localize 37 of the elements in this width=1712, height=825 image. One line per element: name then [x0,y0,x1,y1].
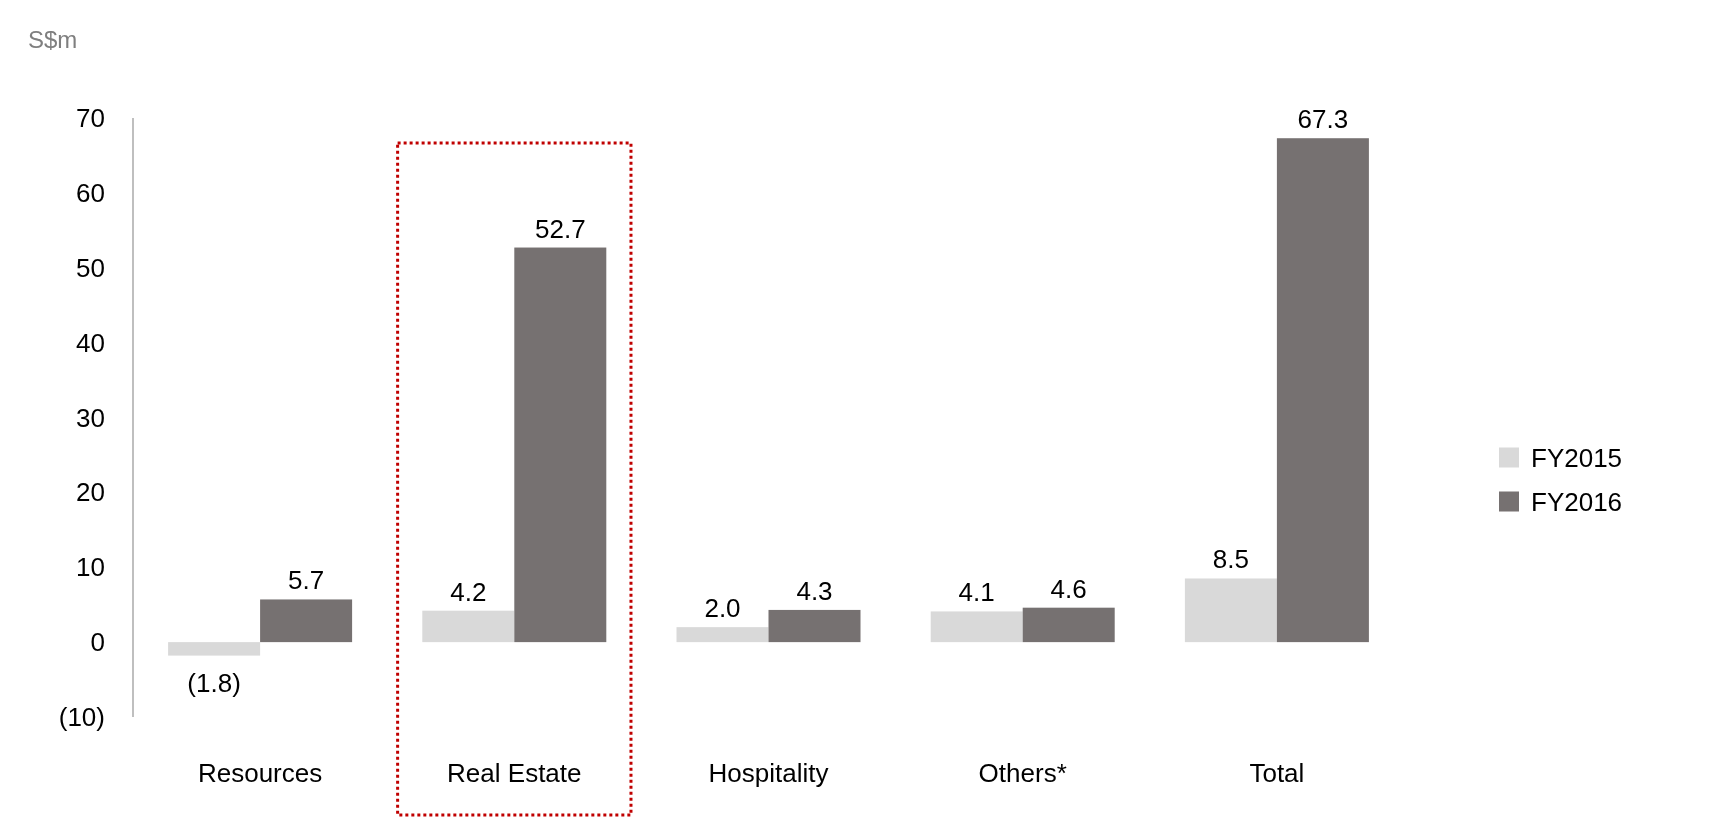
bar [1184,578,1277,643]
data-label: 8.5 [1212,544,1249,575]
y-tick-label: 10 [76,552,105,583]
y-tick-label: (10) [58,702,105,732]
y-axis-title: S$m [28,26,78,53]
y-tick-label: 50 [76,252,105,283]
bar [1022,607,1115,643]
data-label: 4.2 [450,576,487,607]
data-label: 4.1 [958,577,995,608]
bar [260,599,353,643]
bar [422,610,515,643]
y-tick-label: 60 [76,177,105,208]
x-tick-label: Real Estate [447,758,582,788]
legend-label: FY2015 [1531,442,1623,473]
x-tick-label: Hospitality [708,758,829,788]
data-label: (1.8) [187,667,241,698]
data-label: 4.6 [1050,573,1087,604]
data-label: 5.7 [288,565,325,596]
bar [1276,138,1369,643]
y-tick-label: 40 [76,327,105,358]
legend-label: FY2016 [1531,486,1623,517]
x-tick-label: Others* [978,758,1067,788]
x-tick-label: Total [1249,758,1305,788]
data-label: 2.0 [704,593,741,624]
bar [676,627,769,643]
x-tick-label: Resources [197,758,323,788]
data-label: 52.7 [535,213,586,244]
bar [930,611,1023,643]
y-tick-label: 20 [76,477,105,508]
bar [168,642,261,656]
data-label: 67.3 [1297,104,1349,135]
bar [514,247,607,643]
y-tick-label: 0 [90,627,105,658]
y-tick-label: 70 [76,103,105,133]
data-label: 4.3 [796,575,833,606]
bar [768,609,861,643]
y-tick-label: 30 [76,402,105,433]
